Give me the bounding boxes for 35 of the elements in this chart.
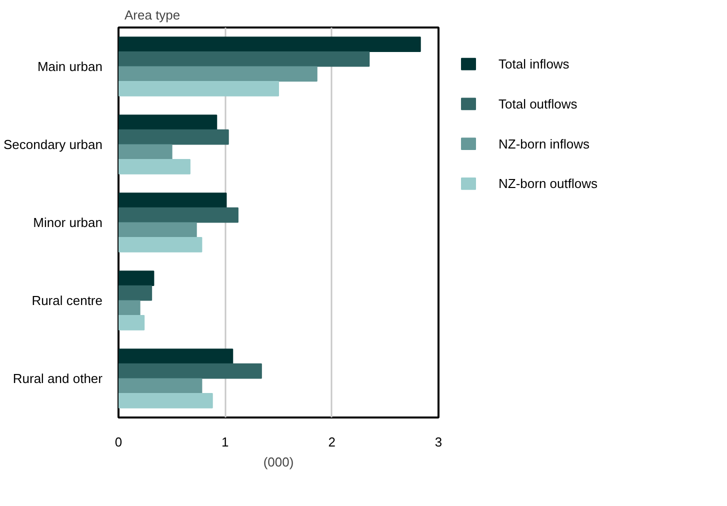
legend-label: Total inflows: [498, 56, 570, 72]
y-tick-label: Rural centre: [32, 293, 103, 308]
bar: [118, 237, 202, 252]
bar: [118, 222, 197, 238]
x-tick-label: 1: [222, 434, 229, 450]
bar: [118, 36, 421, 52]
bar: [118, 363, 262, 379]
legend-label: Total outflows: [498, 96, 578, 112]
bar: [118, 300, 140, 316]
bar: [118, 114, 218, 130]
bar: [118, 66, 318, 82]
legend-label: NZ-born inflows: [498, 136, 590, 152]
x-tick-label: 3: [434, 434, 442, 450]
x-axis-title: (000): [263, 454, 294, 470]
bar: [118, 51, 370, 67]
bar: [118, 285, 152, 301]
chart-title: Area type: [124, 8, 180, 22]
bar: [118, 315, 145, 330]
bar: [118, 144, 172, 160]
bar: [118, 348, 234, 364]
y-tick-label: Rural and other: [12, 371, 104, 386]
bar: [118, 393, 213, 408]
bar: [118, 129, 229, 145]
x-tick-label: 0: [114, 434, 122, 450]
y-tick-label: Main urban: [37, 59, 103, 74]
y-tick-label: Minor urban: [33, 215, 103, 230]
legend-label: NZ-born outflows: [498, 176, 598, 192]
bar: [118, 270, 154, 286]
bar: [118, 81, 279, 96]
x-tick-label: 2: [328, 434, 336, 450]
bar: [118, 378, 202, 394]
bar: [118, 192, 227, 208]
bar: [118, 159, 190, 174]
y-tick-label: Secondary urban: [3, 137, 103, 152]
bar: [118, 207, 238, 223]
